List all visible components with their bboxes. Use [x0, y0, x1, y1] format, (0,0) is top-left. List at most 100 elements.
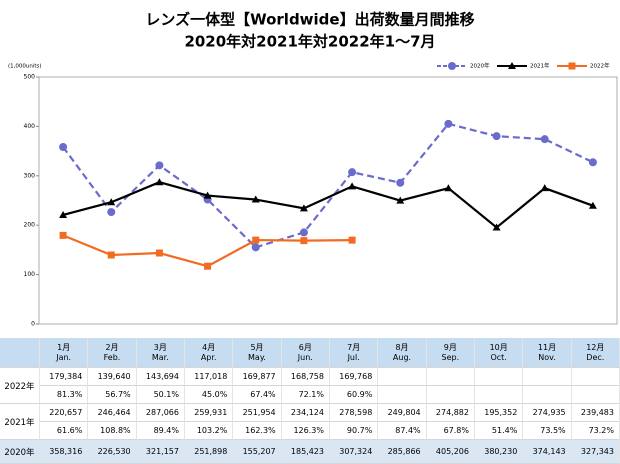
marker: [251, 195, 260, 203]
chart-title: レンズ一体型【Worldwide】出荷数量月間推移: [145, 11, 474, 29]
header-text: Mar.: [151, 352, 169, 362]
ratio-cell: 45.0%: [185, 386, 234, 404]
value-cell: [378, 368, 427, 386]
legend-label: 2020年: [470, 62, 490, 70]
marker: [299, 228, 308, 237]
ratio-cell: [571, 386, 620, 404]
legend-item: 2020年: [437, 62, 490, 70]
marker: [396, 178, 405, 187]
marker: [568, 62, 576, 70]
value-cell: 239,483: [571, 404, 620, 422]
ratio-cell: 126.3%: [281, 422, 330, 440]
column-header: 3月 Mar.: [136, 338, 185, 368]
ratio-cell: 81.3%: [40, 386, 89, 404]
marker: [448, 62, 456, 70]
marker: [300, 237, 308, 245]
header-text: 10月: [489, 342, 508, 352]
value-cell: 358,316: [40, 440, 89, 464]
y-tick-label: 200: [24, 222, 36, 229]
marker: [59, 142, 68, 151]
marker: [204, 262, 212, 270]
chart: レンズ一体型【Worldwide】出荷数量月間推移 2020年対2021年対20…: [8, 11, 618, 328]
y-tick-label: 400: [24, 123, 36, 130]
marker: [155, 178, 164, 186]
marker: [59, 210, 68, 218]
header-text: 11月: [537, 342, 557, 352]
ratio-cell: 50.1%: [136, 386, 185, 404]
ratio-cell: 162.3%: [233, 422, 282, 440]
ratio-cell: 89.4%: [136, 422, 185, 440]
column-header: 1月 Jan.: [40, 338, 89, 368]
ratio-cell: 67.8%: [426, 422, 475, 440]
marker: [396, 196, 405, 204]
value-cell: [475, 368, 524, 386]
marker: [588, 201, 597, 209]
column-header: 5月 May.: [233, 338, 282, 368]
marker: [252, 236, 260, 244]
ratio-cell: [426, 386, 475, 404]
value-cell: 169,877: [233, 368, 282, 386]
value-cell: 117,018: [185, 368, 234, 386]
value-cell: 143,694: [136, 368, 185, 386]
marker: [155, 161, 164, 170]
y-tick-label: 100: [24, 271, 36, 278]
value-cell: 307,324: [330, 440, 379, 464]
column-header: 6月 Jun.: [281, 338, 330, 368]
y-tick-label: 0: [31, 321, 35, 328]
value-cell: 185,423: [281, 440, 330, 464]
header-text: 4月: [202, 342, 216, 352]
marker: [299, 204, 308, 212]
marker: [540, 184, 549, 192]
marker: [588, 158, 597, 167]
marker: [348, 168, 357, 177]
value-cell: [523, 368, 572, 386]
column-header: 8月 Aug.: [378, 338, 427, 368]
plot-frame: [38, 76, 618, 325]
ratio-cell: 90.7%: [330, 422, 379, 440]
marker: [492, 132, 501, 141]
column-header: 11月 Nov.: [523, 338, 572, 368]
legend-label: 2022年: [590, 62, 610, 70]
column-header: 12月 Dec.: [571, 338, 620, 368]
ratio-cell: 60.9%: [330, 386, 379, 404]
legend-label: 2021年: [530, 62, 550, 70]
marker: [107, 198, 116, 206]
marker: [348, 182, 357, 190]
value-cell: 139,640: [88, 368, 137, 386]
y-tick-label: 300: [24, 172, 36, 179]
marker: [348, 236, 356, 244]
header-text: 9月: [443, 342, 457, 352]
header-text: Jul.: [347, 352, 360, 362]
header-text: 8月: [395, 342, 409, 352]
value-cell: 285,866: [378, 440, 427, 464]
header-text: 1月: [57, 342, 71, 352]
header-text: Dec.: [586, 352, 605, 362]
marker: [251, 243, 260, 252]
value-cell: 374,143: [523, 440, 572, 464]
ratio-cell: 67.4%: [233, 386, 282, 404]
marker: [508, 62, 516, 69]
value-cell: 274,935: [523, 404, 572, 422]
header-text: Sep.: [441, 352, 460, 362]
marker: [107, 208, 116, 217]
ratio-cell: 72.1%: [281, 386, 330, 404]
column-header: 2月 Feb.: [88, 338, 137, 368]
series-line: [62, 234, 353, 268]
column-header: 10月 Oct.: [475, 338, 524, 368]
legend-item: 2022年: [557, 62, 610, 70]
header-text: Feb.: [103, 352, 121, 362]
value-cell: [426, 368, 475, 386]
header-text: 3月: [153, 342, 167, 352]
value-cell: 249,804: [378, 404, 427, 422]
value-cell: 155,207: [233, 440, 282, 464]
value-cell: 179,384: [40, 368, 89, 386]
series-line: [62, 181, 594, 229]
header-text: Oct.: [490, 352, 507, 362]
header-text: 7月: [347, 342, 361, 352]
row-label: 2022年: [0, 368, 40, 404]
value-cell: [571, 368, 620, 386]
header-text: 12月: [586, 342, 605, 352]
ratio-cell: 87.4%: [378, 422, 427, 440]
column-header: 4月 Apr.: [185, 338, 234, 368]
